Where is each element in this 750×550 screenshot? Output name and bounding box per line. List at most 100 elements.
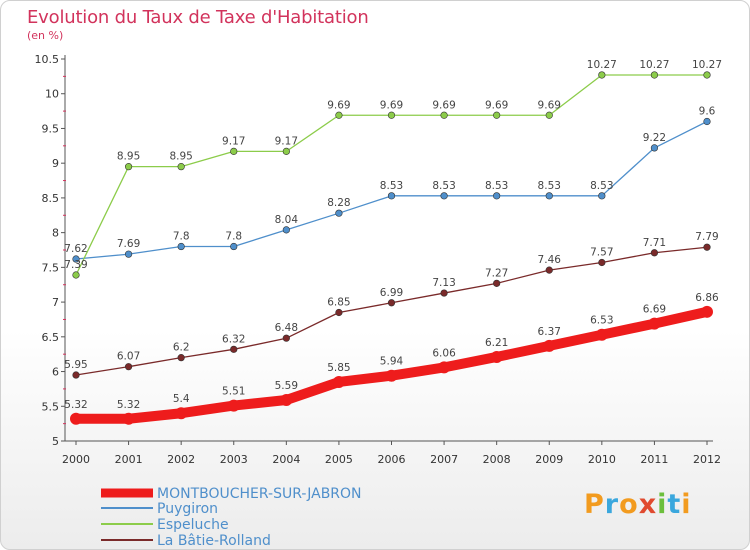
- data-point: [387, 192, 396, 200]
- data-label: 8.53: [432, 180, 455, 192]
- data-point: [230, 345, 238, 353]
- data-point: [70, 412, 82, 425]
- logo-letter: o: [619, 489, 639, 520]
- y-tick-label: 10.5: [35, 53, 60, 66]
- y-tick-label: 6.5: [42, 331, 60, 344]
- data-point: [438, 361, 451, 374]
- data-point: [701, 305, 713, 318]
- data-point: [543, 339, 556, 352]
- logo-letter: P: [584, 489, 605, 520]
- data-label: 7.71: [643, 237, 666, 249]
- data-point: [595, 328, 608, 341]
- data-point: [230, 242, 238, 251]
- data-point: [227, 399, 240, 412]
- x-tick-label: 2012: [693, 453, 721, 466]
- data-point: [598, 192, 606, 200]
- y-tick-label: 8.5: [42, 192, 60, 205]
- data-label: 7.62: [64, 243, 87, 255]
- data-point: [545, 266, 553, 274]
- data-label: 6.32: [222, 333, 245, 345]
- logo-letter: t: [667, 489, 682, 520]
- data-label: 6.86: [695, 292, 719, 304]
- logo-letter: r: [604, 489, 620, 520]
- data-point: [175, 407, 188, 420]
- data-label: 7.69: [117, 238, 140, 250]
- proxiti-logo: Proxiti: [584, 489, 692, 520]
- data-point: [280, 394, 293, 407]
- data-point: [387, 299, 396, 307]
- data-label: 8.04: [275, 214, 299, 226]
- data-point: [124, 250, 133, 258]
- data-point: [282, 226, 290, 234]
- data-point: [72, 271, 80, 279]
- data-label: 9.69: [380, 99, 403, 111]
- data-label: 8.53: [590, 180, 613, 192]
- data-label: 5.59: [275, 380, 298, 392]
- data-label: 8.53: [538, 180, 561, 192]
- data-label: 9.69: [432, 99, 455, 111]
- data-label: 6.21: [485, 337, 508, 349]
- data-point: [122, 412, 135, 425]
- data-label: 5.51: [222, 386, 245, 398]
- x-tick-label: 2005: [325, 453, 353, 466]
- data-point: [650, 71, 659, 79]
- data-point: [177, 163, 185, 171]
- data-label: 9.17: [275, 135, 298, 147]
- data-point: [493, 111, 501, 119]
- data-label: 5.85: [327, 362, 350, 374]
- data-label: 8.53: [380, 180, 403, 192]
- data-point: [650, 249, 659, 257]
- data-point: [282, 147, 290, 155]
- data-label: 10.27: [639, 59, 669, 71]
- legend-label: Puygiron: [157, 501, 218, 517]
- data-label: 8.28: [327, 197, 350, 209]
- data-label: 6.2: [173, 342, 190, 354]
- data-point: [72, 255, 80, 263]
- y-tick-label: 7: [52, 296, 59, 309]
- logo-letter: i: [657, 489, 668, 520]
- x-tick-label: 2001: [115, 453, 143, 466]
- data-point: [385, 369, 398, 382]
- data-label: 7.8: [225, 231, 242, 243]
- data-label: 6.06: [432, 347, 456, 359]
- data-point: [72, 371, 80, 379]
- data-point: [648, 317, 661, 330]
- data-point: [440, 192, 448, 200]
- data-point: [703, 117, 711, 126]
- data-label: 9.69: [327, 99, 350, 111]
- data-label: 7.46: [538, 254, 562, 266]
- y-tick-label: 5: [52, 435, 59, 448]
- data-point: [335, 308, 343, 317]
- y-tick-label: 9.5: [42, 122, 60, 135]
- chart-title: Evolution du Taux de Taxe d'Habitation: [27, 7, 369, 28]
- y-tick-label: 10: [45, 88, 59, 101]
- y-tick-label: 6: [52, 366, 59, 379]
- data-point: [545, 111, 553, 119]
- data-label: 10.27: [587, 59, 617, 71]
- data-label: 7.13: [432, 277, 455, 289]
- data-label: 6.37: [538, 326, 561, 338]
- data-label: 7.27: [485, 267, 508, 279]
- x-tick-label: 2008: [483, 453, 511, 466]
- data-label: 7.79: [695, 231, 718, 243]
- logo-letter: x: [638, 489, 658, 520]
- data-label: 6.85: [327, 297, 350, 309]
- data-point: [703, 71, 711, 79]
- data-point: [703, 243, 711, 251]
- data-point: [282, 334, 290, 342]
- data-label: 6.99: [380, 287, 403, 299]
- data-label: 5.32: [117, 399, 140, 411]
- y-tick-label: 7.5: [42, 261, 60, 274]
- data-point: [177, 242, 185, 251]
- data-label: 8.95: [169, 151, 192, 163]
- data-label: 9.6: [699, 106, 716, 118]
- data-label: 5.32: [64, 399, 87, 411]
- data-label: 7.8: [173, 231, 190, 243]
- x-tick-label: 2000: [62, 453, 90, 466]
- data-point: [598, 258, 606, 267]
- legend-label: La Bâtie-Rolland: [157, 533, 271, 549]
- data-label: 6.53: [590, 315, 613, 327]
- data-point: [440, 111, 448, 119]
